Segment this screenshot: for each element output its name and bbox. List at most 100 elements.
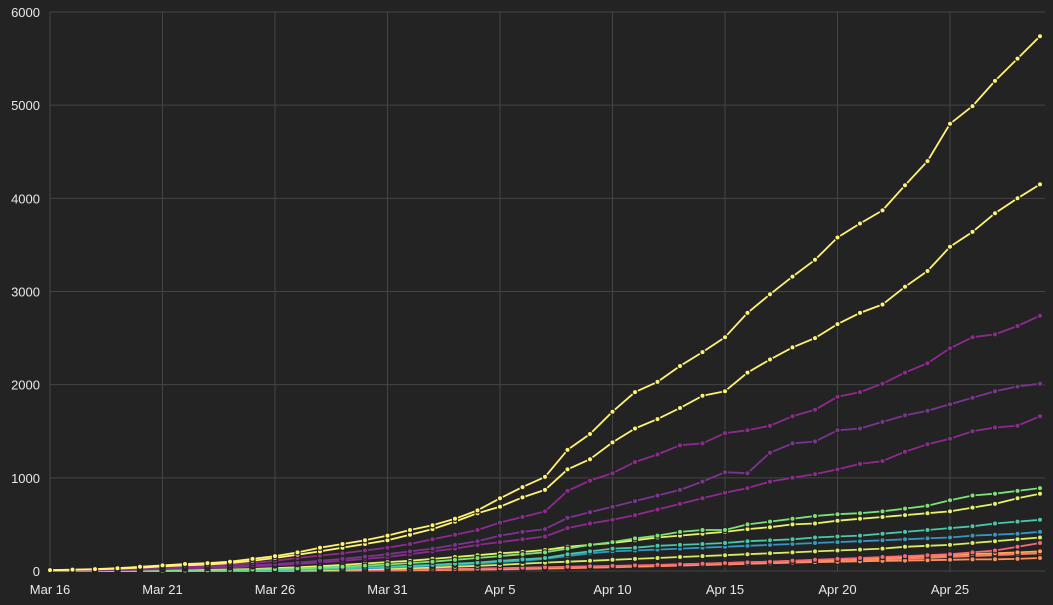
data-point [924,542,931,550]
data-point [204,559,211,567]
y-tick-label: 0 [33,564,40,579]
data-point [856,388,864,396]
data-point [654,451,661,458]
data-point [474,507,481,514]
data-point [699,478,706,485]
data-point [924,502,931,509]
data-point [699,526,706,534]
data-point [676,528,684,536]
data-point [676,442,684,449]
data-point [744,309,751,317]
data-point [789,440,796,447]
data-point [856,515,864,523]
data-point [834,547,841,554]
data-point [924,441,931,448]
data-point [744,521,751,528]
data-point [901,412,909,419]
data-point [969,532,976,539]
data-point [834,533,841,540]
data-point [496,538,504,546]
data-point [631,562,639,569]
data-point [1014,55,1021,62]
data-point [946,524,954,532]
data-point [699,392,706,399]
data-point [564,446,571,454]
data-point [451,556,459,564]
data-point [361,562,369,569]
data-point [1036,380,1044,387]
data-point [969,504,976,511]
data-point [789,515,796,523]
data-point [834,517,841,524]
data-point [924,407,931,414]
data-point [631,425,639,432]
x-tick-label: Mar 21 [142,582,182,597]
data-point [744,484,751,492]
data-point [586,557,594,565]
series-1 [46,33,1044,574]
data-point [879,301,886,308]
data-point [744,551,751,558]
data-point [676,486,684,494]
data-point [811,520,819,527]
data-point [1014,322,1021,330]
data-point [609,439,616,446]
data-point [1014,536,1021,543]
data-point [744,559,751,566]
data-point [654,506,661,513]
x-axis-tick-labels: Mar 16 Mar 21 Mar 26 Mar 31 Apr 5 Apr 10 Apr 1… [30,582,969,597]
data-point [676,362,684,370]
data-point [766,524,774,531]
data-point [339,563,346,570]
data-point [969,556,976,563]
data-point [901,283,909,290]
data-point [856,510,864,517]
x-tick-label: Apr 20 [818,582,856,597]
data-point [1036,528,1044,536]
data-point [699,348,706,356]
data-point [699,540,706,548]
data-point [586,541,594,549]
data-point [609,545,616,552]
data-point [429,558,436,565]
data-point [1014,555,1021,563]
data-point [159,562,166,569]
data-point [541,549,549,556]
x-tick-label: Apr 25 [931,582,969,597]
data-point [496,503,504,510]
x-tick-label: Apr 5 [484,582,515,597]
data-point [946,541,954,549]
data-point [901,528,909,536]
data-point [91,565,99,573]
data-point [901,369,909,376]
data-point [339,540,346,548]
data-point [969,334,976,341]
data-point [541,508,549,515]
data-point [654,542,661,550]
data-point [879,513,886,521]
data-point [474,526,481,534]
y-tick-label: 4000 [11,191,40,206]
data-point [586,520,594,527]
y-tick-label: 2000 [11,378,40,393]
data-point [676,500,684,508]
data-point [609,470,616,477]
data-point [541,525,549,533]
data-point [879,418,886,426]
data-point [654,378,661,386]
data-point [811,534,819,541]
data-point [969,539,976,547]
data-point [429,522,436,529]
data-point [789,536,796,543]
data-point [924,535,931,542]
data-point [766,422,774,429]
data-point [879,207,886,214]
data-point [271,552,279,560]
data-point [519,528,526,536]
data-point [969,102,976,110]
data-point [609,503,616,510]
data-point [1036,534,1044,541]
data-point [699,552,706,560]
data-point [1014,518,1021,525]
